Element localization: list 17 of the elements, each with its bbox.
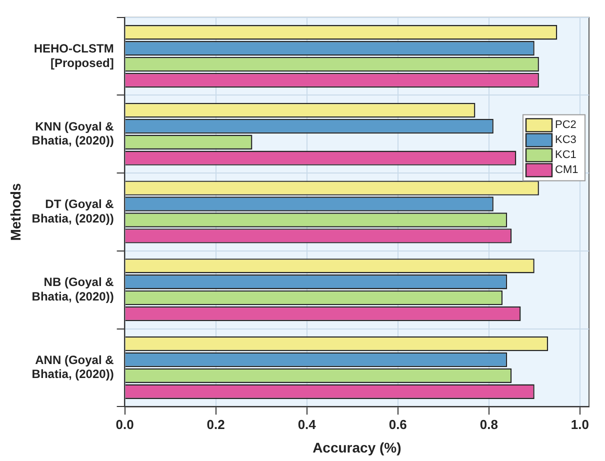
y-axis-title: Methods (7, 183, 24, 241)
x-tick-label: 0.0 (116, 416, 134, 432)
y-tick-label: ANN (Goyal & Bhatia, (2020)) (32, 352, 114, 382)
legend-label: KC1 (555, 149, 576, 162)
x-tick-label: 1.0 (570, 416, 589, 432)
x-axis-title: Accuracy (%) (312, 439, 402, 456)
legend-label: PC2 (555, 119, 576, 132)
y-tick-label: NB (Goyal & Bhatia, (2020)) (32, 274, 114, 304)
y-tick-label: KNN (Goyal & Bhatia, (2020)) (32, 119, 114, 148)
x-tick-label: 0.8 (480, 416, 498, 432)
y-tick-label: HEHO-CLSTM [Proposed] (34, 41, 114, 70)
y-tick-label: DT (Goyal & Bhatia, (2020)) (32, 197, 114, 226)
legend-label: CM1 (555, 164, 578, 176)
x-tick-label: 0.2 (206, 416, 225, 432)
legend-label: KC3 (555, 134, 576, 146)
x-tick-label: 0.6 (388, 416, 407, 432)
x-tick-label: 0.4 (298, 416, 317, 432)
